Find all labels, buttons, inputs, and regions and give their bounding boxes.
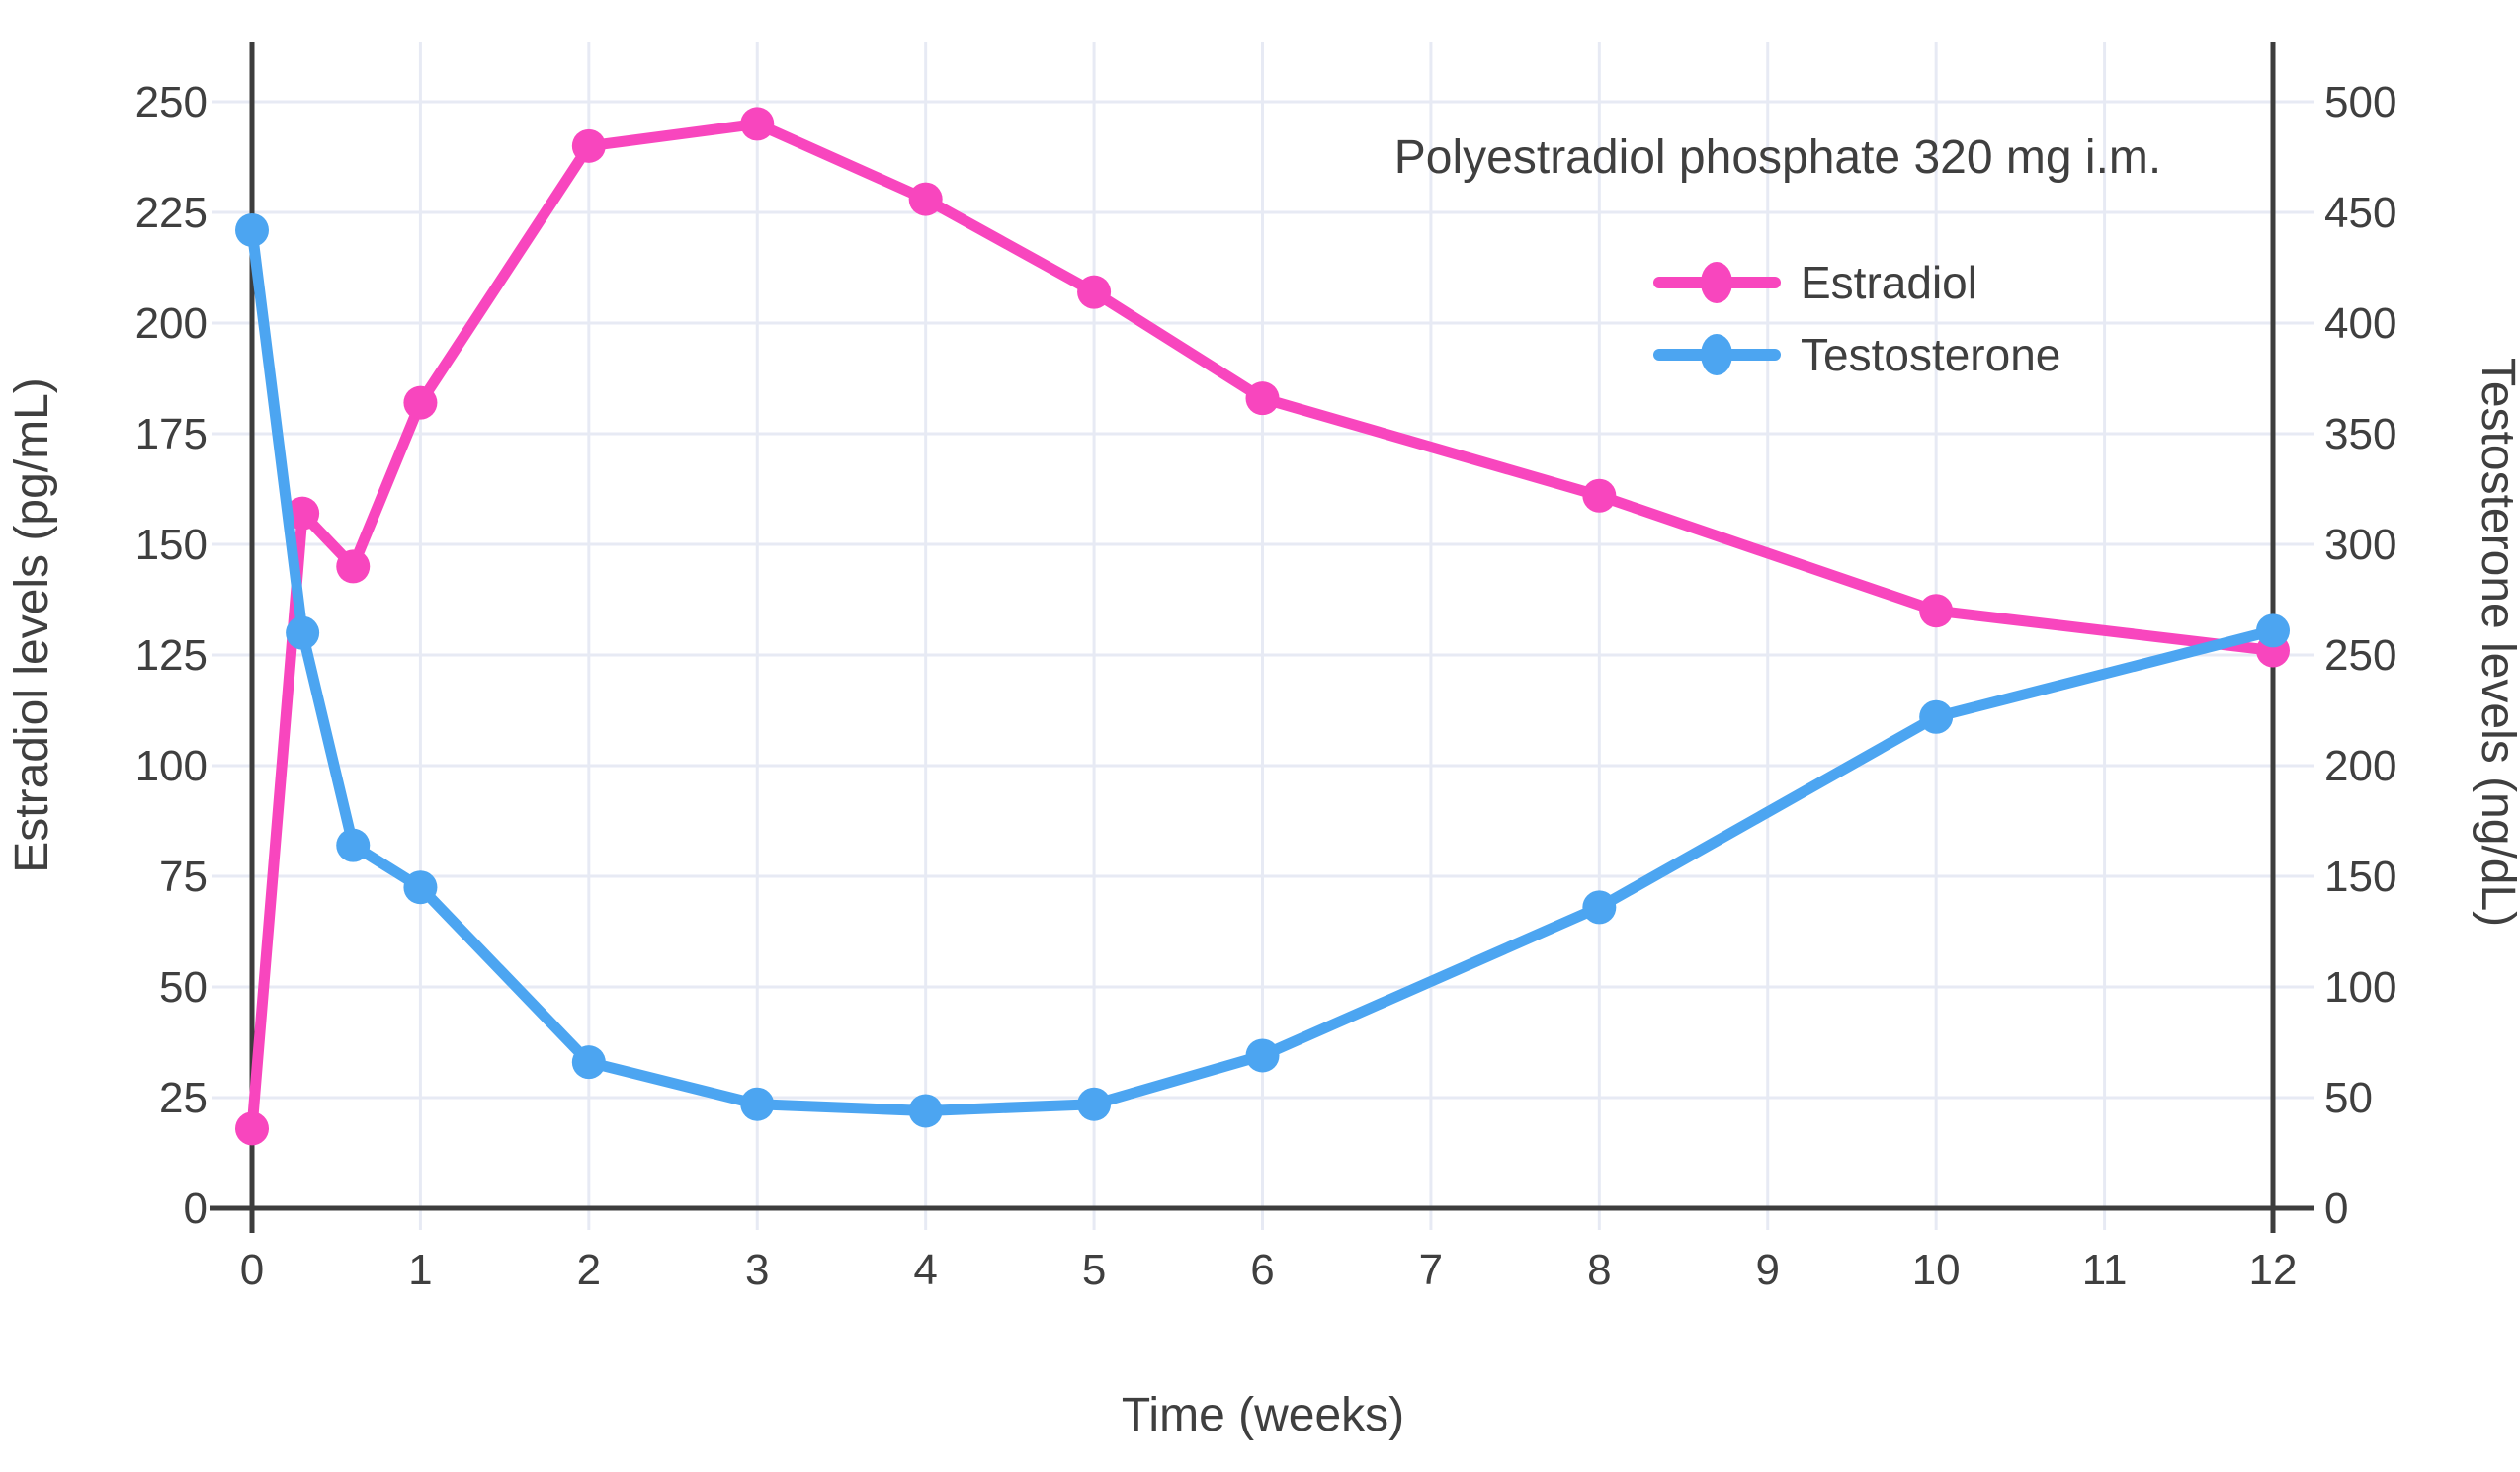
right-y-tick-label: 400 — [2324, 299, 2396, 348]
right-y-tick-label: 300 — [2324, 521, 2396, 569]
estradiol-marker — [336, 549, 371, 584]
estradiol-marker — [571, 128, 606, 163]
right-y-axis-title: Testosterone levels (ng/dL) — [2472, 358, 2520, 927]
left-y-tick-label: 125 — [135, 631, 208, 680]
legend-marker-swatch — [1701, 262, 1732, 303]
right-y-tick-label: 0 — [2324, 1185, 2348, 1233]
estradiol-marker — [1077, 275, 1112, 309]
testosterone-marker — [1582, 890, 1617, 925]
testosterone-marker — [286, 615, 320, 650]
chart-annotation-title: Polyestradiol phosphate 320 mg i.m. — [1394, 131, 2161, 184]
estradiol-marker — [1919, 594, 1954, 628]
x-tick-label: 0 — [240, 1246, 264, 1294]
right-y-tick-label: 250 — [2324, 631, 2396, 680]
estradiol-marker — [908, 182, 943, 216]
x-tick-label: 11 — [2082, 1246, 2128, 1294]
x-tick-label: 3 — [745, 1246, 769, 1294]
x-tick-label: 10 — [1912, 1246, 1961, 1294]
legend-label: Estradiol — [1801, 257, 1977, 308]
x-tick-label: 4 — [913, 1246, 937, 1294]
legend: Estradiol Testosterone — [1653, 257, 2060, 380]
x-tick-label: 5 — [1082, 1246, 1106, 1294]
left-y-tick-label: 75 — [159, 853, 208, 901]
x-tick-label: 6 — [1250, 1246, 1274, 1294]
legend-marker-swatch — [1701, 334, 1732, 375]
right-y-tick-label: 450 — [2324, 189, 2396, 237]
testosterone-marker — [403, 870, 438, 905]
right-y-tick-label: 50 — [2324, 1074, 2373, 1122]
legend-item-estradiol[interactable]: Estradiol — [1653, 257, 1977, 308]
x-tick-label: 1 — [408, 1246, 432, 1294]
left-y-tick-label: 200 — [135, 299, 208, 348]
left-y-tick-label: 250 — [135, 78, 208, 126]
estradiol-marker — [1582, 478, 1617, 513]
left-y-tick-label: 25 — [159, 1074, 208, 1122]
estradiol-marker — [740, 107, 775, 141]
left-y-tick-label: 100 — [135, 742, 208, 790]
testosterone-line — [246, 224, 2279, 1116]
x-tick-label: 7 — [1419, 1246, 1443, 1294]
testosterone-marker — [235, 212, 269, 247]
x-axis-title: Time (weeks) — [1122, 1389, 1404, 1441]
left-y-tick-label: 150 — [135, 521, 208, 569]
legend-label: Testosterone — [1801, 329, 2060, 380]
x-tick-label: 12 — [2249, 1246, 2298, 1294]
left-y-tick-label: 50 — [159, 963, 208, 1012]
left-y-tick-label: 175 — [135, 410, 208, 458]
right-y-tick-label: 350 — [2324, 410, 2396, 458]
x-tick-label: 2 — [577, 1246, 601, 1294]
left-y-tick-label: 225 — [135, 189, 208, 237]
testosterone-marker — [1077, 1087, 1112, 1121]
tick-labels: 0 1 2 3 4 5 6 7 8 9 10 11 12025507510012515017520022… — [135, 78, 2397, 1294]
testosterone-marker — [1919, 699, 1954, 734]
estradiol-marker — [403, 385, 438, 420]
right-y-tick-label: 100 — [2324, 963, 2396, 1012]
testosterone-marker — [908, 1094, 943, 1128]
estradiol-marker — [235, 1111, 269, 1146]
right-y-tick-label: 150 — [2324, 853, 2396, 901]
testosterone-marker — [740, 1087, 775, 1121]
legend-item-testosterone[interactable]: Testosterone — [1653, 329, 2060, 380]
estradiol-marker — [1245, 381, 1280, 416]
right-y-tick-label: 200 — [2324, 742, 2396, 790]
left-y-tick-label: 0 — [184, 1185, 208, 1233]
left-y-axis-title: Estradiol levels (pg/mL) — [6, 377, 58, 873]
testosterone-marker — [571, 1045, 606, 1080]
data-series — [235, 107, 2290, 1146]
gridlines — [212, 42, 2314, 1230]
right-y-tick-label: 500 — [2324, 78, 2396, 126]
x-tick-label: 8 — [1587, 1246, 1611, 1294]
testosterone-marker — [336, 828, 371, 862]
testosterone-marker — [2256, 613, 2290, 648]
estradiol-marker — [286, 496, 320, 531]
x-tick-label: 9 — [1756, 1246, 1780, 1294]
testosterone-marker — [1245, 1038, 1280, 1073]
